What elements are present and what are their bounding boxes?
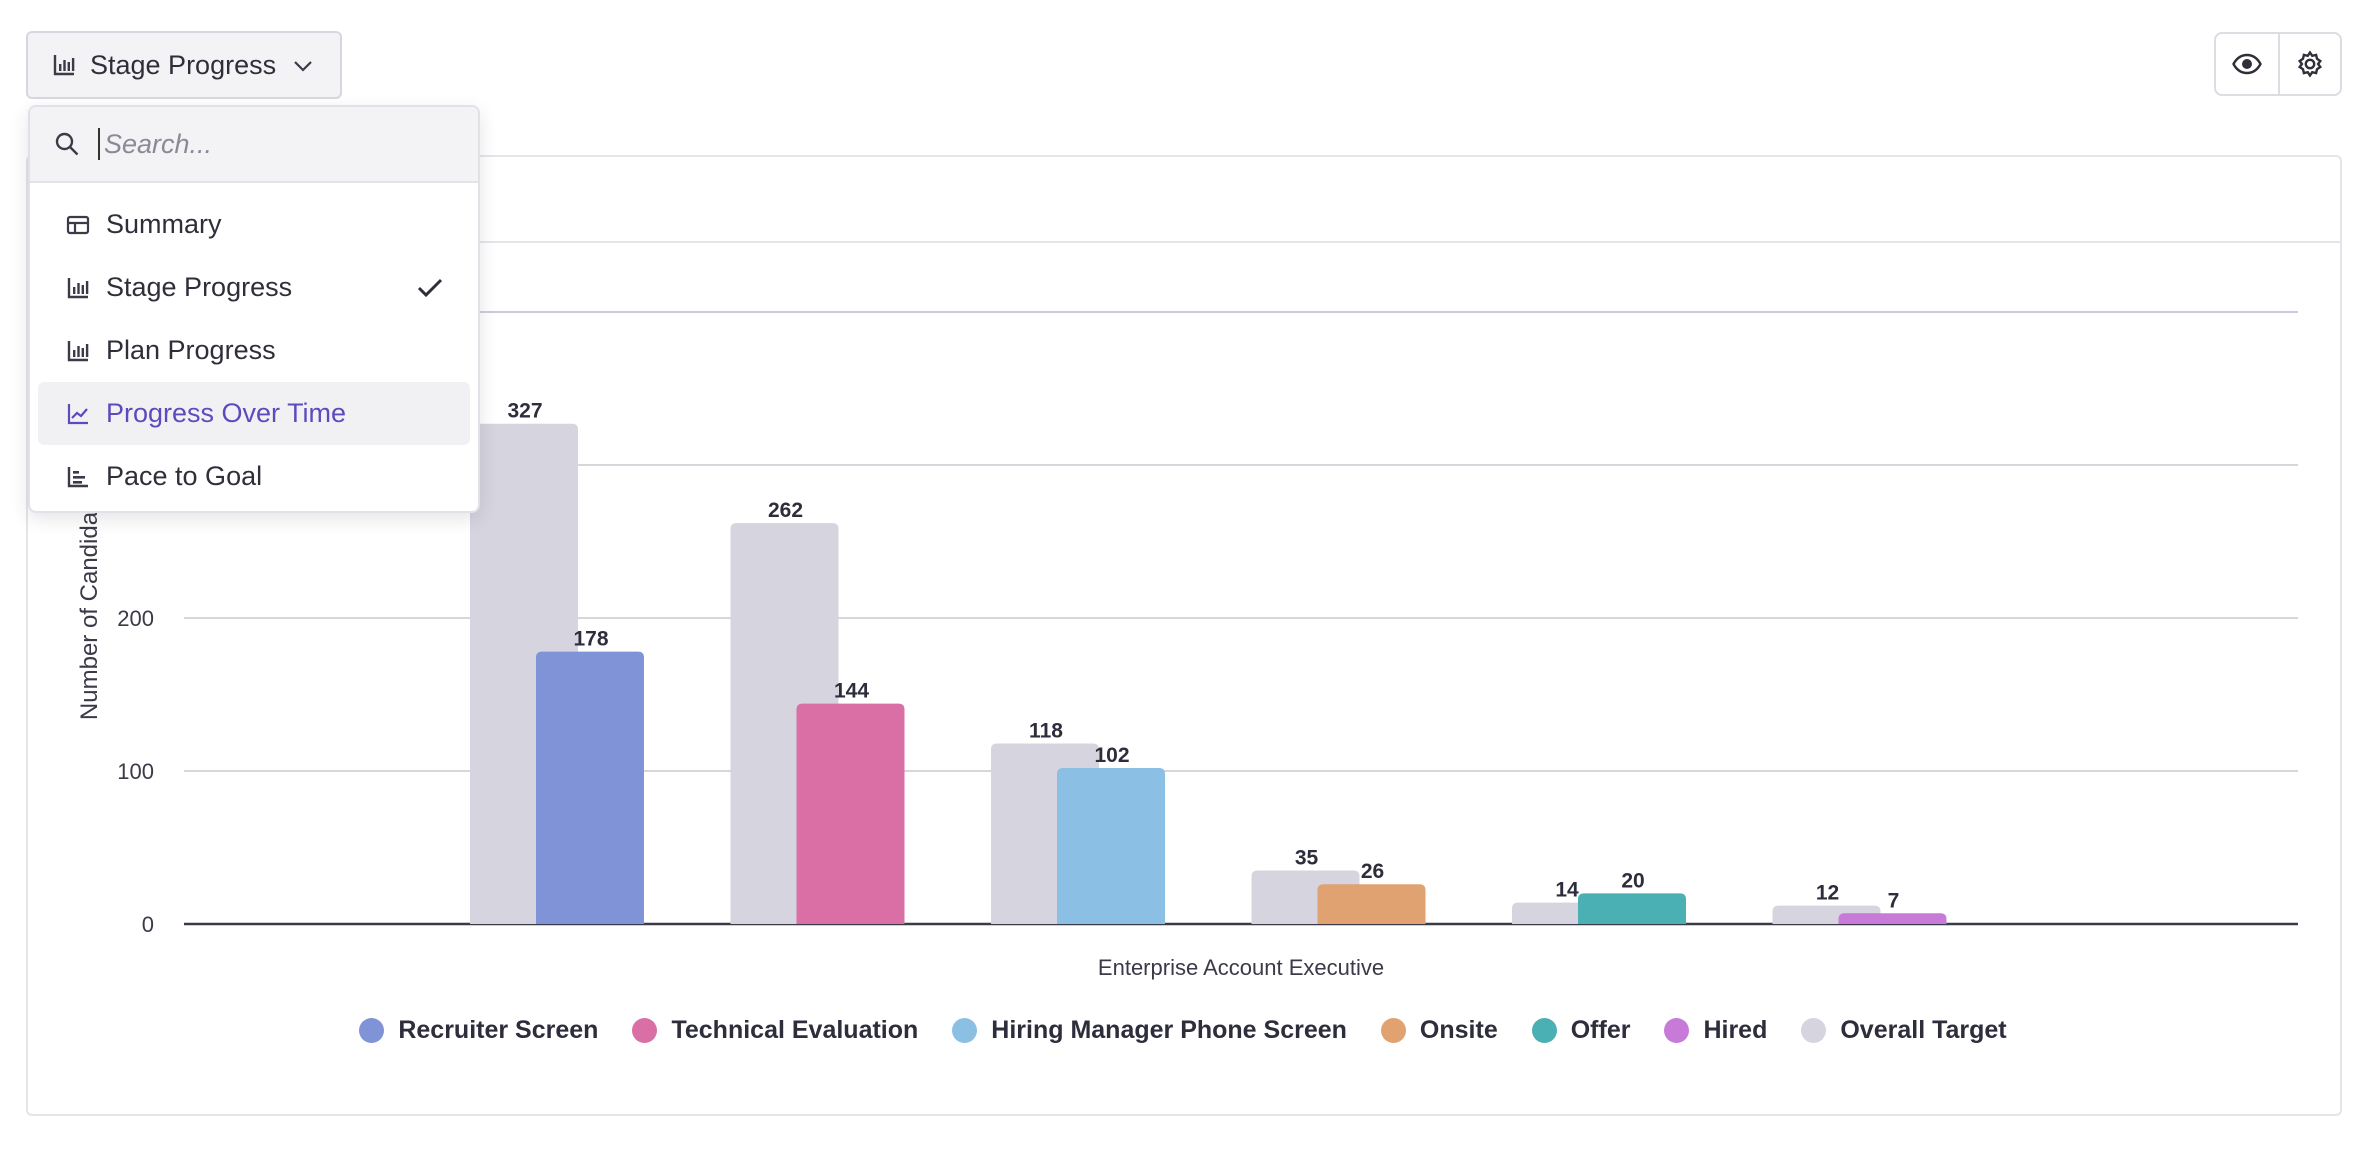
legend-label: Overall Target bbox=[1840, 1016, 2007, 1044]
actual-value-label: 102 bbox=[1094, 744, 1129, 767]
actual-bar bbox=[536, 651, 644, 924]
menu-item-plan-progress[interactable]: Plan Progress bbox=[38, 319, 470, 382]
x-axis-title: Enterprise Account Executive bbox=[1098, 955, 1384, 980]
actual-bar bbox=[796, 703, 905, 924]
view-actions bbox=[2214, 32, 2342, 96]
chart-legend: Recruiter Screen Technical Evaluation Hiri… bbox=[0, 1016, 2366, 1045]
legend-item[interactable]: Technical Evaluation bbox=[632, 1016, 918, 1045]
target-value-label: 118 bbox=[1029, 719, 1063, 742]
menu-item-progress-over-time[interactable]: Progress Over Time bbox=[38, 382, 470, 445]
bar-chart-icon bbox=[67, 340, 89, 361]
report-type-select[interactable]: Stage Progress bbox=[26, 31, 342, 99]
menu-item-label: Stage Progress bbox=[106, 272, 293, 302]
legend-swatch bbox=[1380, 1018, 1406, 1043]
chevron-down-icon bbox=[294, 61, 312, 72]
y-tick-label: 100 bbox=[117, 759, 154, 784]
legend-swatch bbox=[632, 1018, 658, 1043]
y-tick-label: 200 bbox=[117, 606, 154, 631]
legend-swatch bbox=[1664, 1018, 1690, 1043]
target-value-label: 327 bbox=[507, 400, 542, 423]
legend-item[interactable]: Recruiter Screen bbox=[359, 1016, 598, 1045]
horizontal-bar-icon bbox=[67, 466, 88, 487]
legend-label: Technical Evaluation bbox=[671, 1016, 919, 1044]
actual-bar bbox=[1838, 913, 1947, 924]
y-tick-label: 0 bbox=[142, 912, 154, 937]
actual-bar bbox=[1057, 767, 1165, 924]
report-select-label: Stage Progress bbox=[90, 49, 277, 80]
y-axis-title: Number of Candidates bbox=[76, 480, 103, 720]
line-chart-icon bbox=[67, 403, 88, 424]
actual-value-label: 144 bbox=[834, 680, 869, 703]
menu-item-label: Summary bbox=[106, 209, 222, 239]
legend-label: Offer bbox=[1570, 1016, 1631, 1044]
legend-label: Hired bbox=[1703, 1016, 1768, 1044]
legend-item[interactable]: Overall Target bbox=[1801, 1016, 2007, 1045]
gear-icon bbox=[2297, 50, 2322, 78]
actual-value-label: 20 bbox=[1621, 869, 1644, 892]
legend-swatch bbox=[1531, 1018, 1557, 1043]
legend-label: Recruiter Screen bbox=[398, 1016, 599, 1044]
legend-item[interactable]: Onsite bbox=[1380, 1016, 1498, 1045]
legend-swatch bbox=[359, 1018, 385, 1043]
search-icon bbox=[55, 132, 79, 156]
settings-button[interactable] bbox=[2277, 34, 2340, 94]
actual-bar bbox=[1317, 884, 1426, 924]
legend-label: Onsite bbox=[1419, 1016, 1498, 1044]
legend-item[interactable]: Hiring Manager Phone Screen bbox=[952, 1016, 1347, 1045]
bar-chart-icon bbox=[53, 55, 75, 76]
target-value-label: 35 bbox=[1295, 846, 1319, 869]
dropdown-search bbox=[30, 107, 478, 183]
table-icon bbox=[66, 215, 90, 234]
search-input[interactable] bbox=[98, 128, 438, 160]
menu-item-label: Plan Progress bbox=[106, 335, 276, 365]
legend-label: Hiring Manager Phone Screen bbox=[991, 1016, 1347, 1044]
check-icon bbox=[417, 278, 443, 298]
menu-item-label: Progress Over Time bbox=[106, 398, 347, 428]
legend-item[interactable]: Hired bbox=[1664, 1016, 1767, 1045]
actual-value-label: 178 bbox=[573, 628, 608, 651]
legend-swatch bbox=[952, 1018, 978, 1043]
bar-chart-icon bbox=[67, 277, 89, 298]
menu-item-pace-to-goal[interactable]: Pace to Goal bbox=[38, 445, 470, 508]
target-value-label: 14 bbox=[1555, 879, 1579, 902]
target-value-label: 262 bbox=[768, 499, 803, 522]
actual-bar bbox=[1578, 893, 1686, 924]
target-value-label: 12 bbox=[1816, 882, 1839, 905]
legend-item[interactable]: Offer bbox=[1531, 1016, 1631, 1045]
actual-value-label: 7 bbox=[1888, 889, 1900, 912]
legend-swatch bbox=[1801, 1018, 1827, 1043]
report-type-dropdown: Summary Stage Progress Plan Progress Progre… bbox=[28, 105, 480, 513]
visibility-button[interactable] bbox=[2216, 34, 2278, 94]
card-header bbox=[28, 157, 2340, 243]
menu-item-stage-progress[interactable]: Stage Progress bbox=[38, 256, 470, 319]
menu-item-summary[interactable]: Summary bbox=[38, 193, 470, 256]
eye-icon bbox=[2232, 53, 2262, 75]
actual-value-label: 26 bbox=[1361, 860, 1384, 883]
report-type-menu: Summary Stage Progress Plan Progress Progre… bbox=[30, 183, 478, 508]
menu-item-label: Pace to Goal bbox=[106, 461, 263, 491]
